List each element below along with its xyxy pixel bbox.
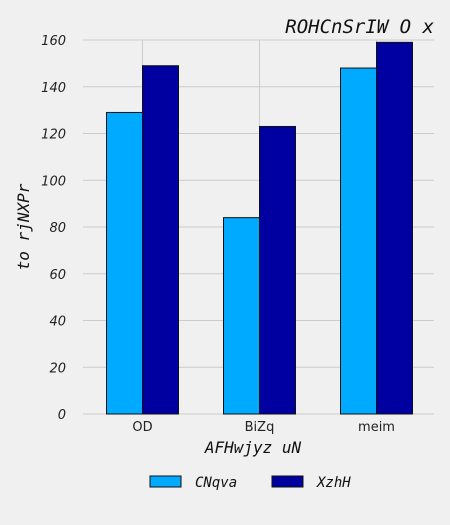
bar-CNqva-OD bbox=[106, 111, 143, 415]
x-tick-label: OD bbox=[132, 420, 152, 435]
bar-CNqva-BiZq bbox=[223, 217, 260, 415]
bar-XzhH-OD bbox=[142, 65, 179, 415]
x-axis-ticks: OD BiZq meim bbox=[132, 420, 395, 435]
chart-title: ROHCnSrIW O x bbox=[285, 16, 434, 38]
y-axis-ticks: 0 20 40 60 80 100 120 140 160 bbox=[41, 34, 66, 423]
legend-swatch bbox=[149, 475, 182, 488]
y-tick-label: 100 bbox=[41, 174, 66, 189]
bars bbox=[106, 41, 413, 415]
legend-label: XzhH bbox=[316, 475, 351, 491]
y-tick-label: 80 bbox=[49, 221, 66, 236]
x-tick-label: BiZq bbox=[245, 420, 275, 435]
y-tick-label: 140 bbox=[41, 81, 66, 96]
y-tick-label: 40 bbox=[49, 315, 66, 330]
y-tick-label: 160 bbox=[41, 34, 66, 49]
bar-XzhH-meim bbox=[376, 41, 413, 415]
bar-CNqva-meim bbox=[340, 67, 377, 415]
y-tick-label: 60 bbox=[49, 268, 66, 283]
x-tick-label: meim bbox=[358, 420, 395, 435]
legend-swatch bbox=[271, 475, 304, 488]
y-axis-label: to rjNXPr bbox=[14, 183, 33, 270]
y-tick-label: 0 bbox=[58, 408, 66, 423]
bar-XzhH-BiZq bbox=[259, 125, 296, 415]
x-axis-label: AFHwjyz uN bbox=[204, 438, 302, 457]
y-tick-label: 20 bbox=[49, 361, 66, 376]
legend-label: CNqva bbox=[195, 475, 237, 491]
legend: CNqva XzhH bbox=[149, 475, 351, 491]
y-tick-label: 120 bbox=[41, 128, 66, 143]
